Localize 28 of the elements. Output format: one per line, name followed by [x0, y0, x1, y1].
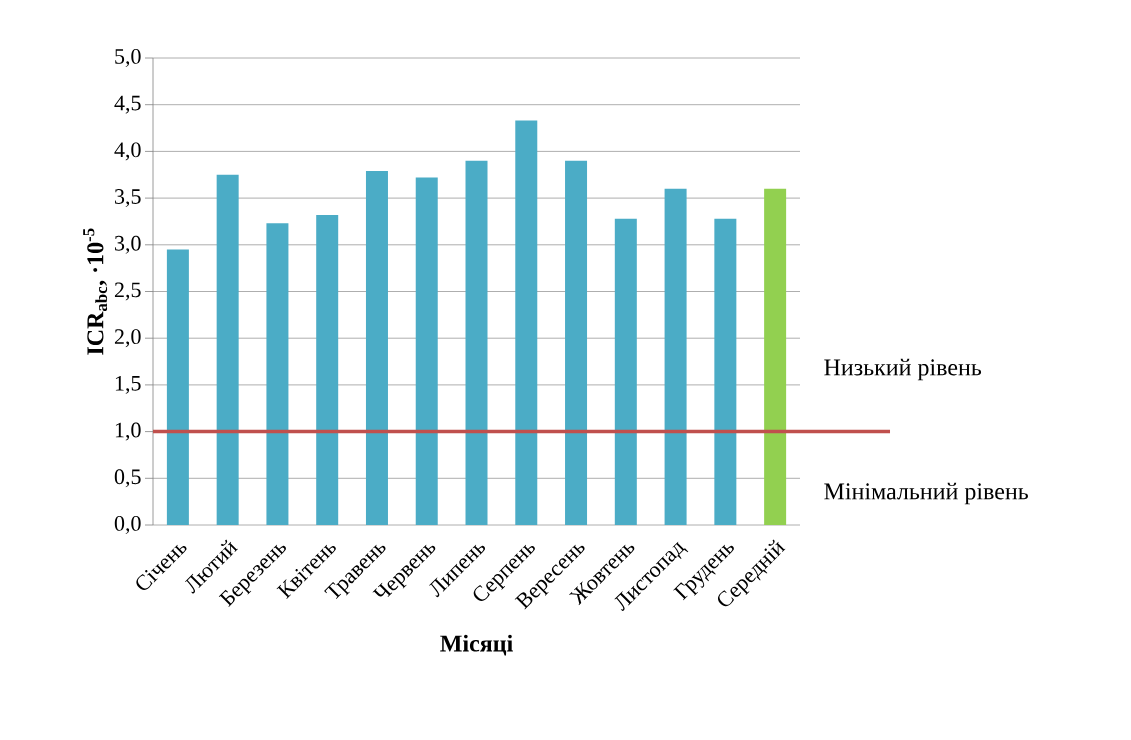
bar [266, 223, 289, 525]
y-tick-label: 4,5 [114, 95, 141, 114]
bar [515, 120, 538, 525]
y-tick-label: 2,0 [114, 329, 141, 348]
x-axis-title: Місяці [440, 634, 513, 656]
bar [664, 188, 687, 525]
bar [365, 171, 388, 525]
y-tick-label: 3,0 [115, 235, 141, 254]
text: Низький рівень [824, 358, 982, 381]
y-tick-label: 3,5 [115, 189, 141, 208]
y-tick-label: 2,5 [114, 282, 141, 301]
bar [316, 214, 339, 525]
y-axis-title: ICR$_{abc}$, ·10$^{-5}$ [83, 228, 108, 355]
bar [764, 188, 787, 525]
y-tick-label: 1,0 [115, 422, 141, 441]
bar [614, 218, 637, 525]
bar [166, 249, 189, 525]
y-tick-label: 1,5 [115, 375, 141, 394]
y-tick-label: 0,5 [114, 469, 141, 488]
bar [565, 160, 588, 525]
bar [415, 177, 438, 525]
bar [465, 160, 488, 525]
y-tick-label: 5,0 [115, 48, 141, 68]
y-tick-label: 0,0 [114, 515, 141, 535]
bar [714, 218, 737, 525]
bar [216, 174, 239, 525]
text: Мінімальний рівень [824, 482, 1028, 505]
y-tick-label: 4,0 [114, 142, 141, 161]
